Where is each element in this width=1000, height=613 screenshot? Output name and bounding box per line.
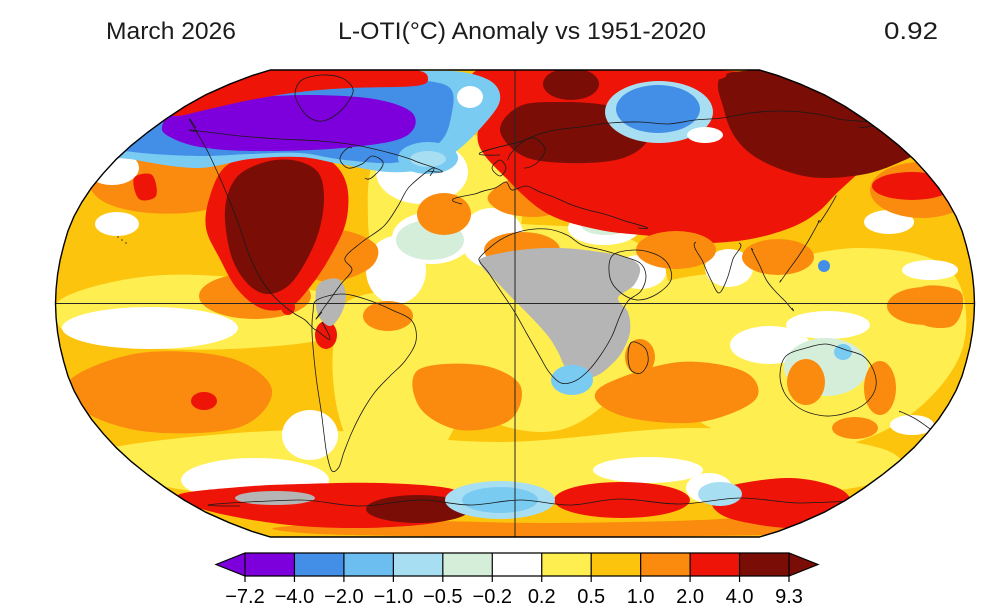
svg-text:4.0: 4.0 — [726, 586, 754, 608]
svg-text:L-OTI(°C) Anomaly vs 1951-2020: L-OTI(°C) Anomaly vs 1951-2020 — [338, 18, 706, 45]
svg-text:2.0: 2.0 — [676, 586, 704, 608]
svg-text:9.3: 9.3 — [775, 586, 803, 608]
svg-text:0.92: 0.92 — [884, 18, 938, 45]
svg-text:−1.0: −1.0 — [374, 586, 413, 608]
svg-text:−2.0: −2.0 — [324, 586, 363, 608]
svg-text:−0.5: −0.5 — [423, 586, 462, 608]
svg-text:March 2026: March 2026 — [106, 18, 236, 45]
svg-text:−4.0: −4.0 — [275, 586, 314, 608]
svg-text:0.5: 0.5 — [577, 586, 605, 608]
svg-text:1.0: 1.0 — [627, 586, 655, 608]
svg-text:−0.2: −0.2 — [473, 586, 512, 608]
svg-text:0.2: 0.2 — [528, 586, 556, 608]
svg-text:−7.2: −7.2 — [225, 586, 264, 608]
